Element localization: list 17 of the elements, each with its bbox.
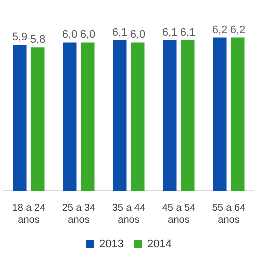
- data-label: 6,2: [212, 24, 228, 36]
- x-tick-label: 25 a 34 anos: [62, 202, 96, 226]
- x-tick-label: 35 a 44 anos: [112, 202, 146, 226]
- data-label: 6,0: [80, 29, 96, 42]
- x-tick-label: 18 a 24 anos: [12, 202, 46, 226]
- data-label: 6,1: [180, 26, 196, 39]
- data-label: 5,8: [30, 34, 46, 46]
- data-label: 6,1: [162, 26, 178, 39]
- data-label: 6,0: [130, 29, 146, 42]
- x-tick-label: 45 a 54 anos: [162, 202, 196, 226]
- data-label: 6,2: [230, 24, 246, 36]
- legend-label: 2013: [100, 238, 124, 251]
- x-tick-label: 55 a 64 anos: [212, 202, 246, 226]
- data-label: 6,0: [62, 29, 78, 42]
- legend-label: 2014: [148, 238, 172, 251]
- data-label: 5,9: [12, 32, 28, 44]
- data-label: 6,1: [112, 26, 128, 39]
